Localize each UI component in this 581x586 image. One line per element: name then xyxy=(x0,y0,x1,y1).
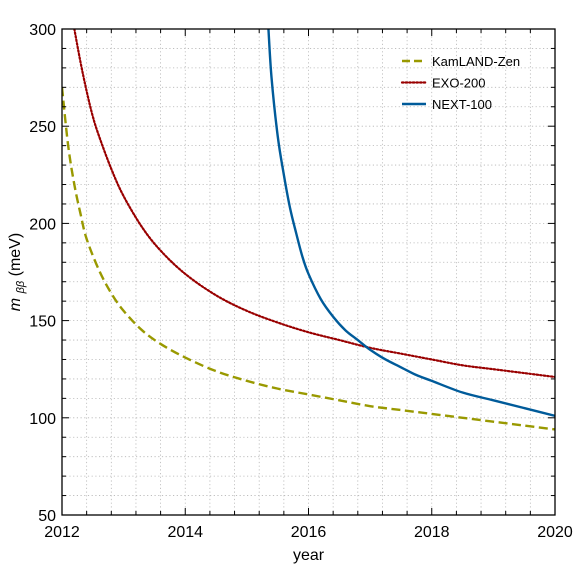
y-tick-label: 300 xyxy=(29,22,56,39)
y-tick-label: 100 xyxy=(29,411,56,428)
series-line-next-100 xyxy=(267,29,555,418)
series-lines xyxy=(62,29,555,431)
grid-lines xyxy=(62,29,555,515)
y-axis-label: m ββ (meV) xyxy=(7,233,28,311)
y-tick-label: 200 xyxy=(29,216,56,233)
series-line-exo-200 xyxy=(73,29,555,379)
legend-label-kamland-zen: KamLAND-Zen xyxy=(432,54,520,69)
x-tick-label: 2018 xyxy=(414,524,450,541)
x-tick-label: 2020 xyxy=(537,524,573,541)
y-tick-label: 150 xyxy=(29,314,56,331)
x-tick-label: 2014 xyxy=(167,524,203,541)
legend-items: KamLAND-Zen EXO-200 NEXT-100 xyxy=(400,54,520,112)
tick-labels: 2012 2014 2016 2018 2020 50 100 150 200 250 300 xyxy=(29,22,573,541)
y-tick-label: 250 xyxy=(29,119,56,136)
x-axis-label: year xyxy=(293,547,325,564)
y-tick-label: 50 xyxy=(38,508,56,525)
legend-label-next-100: NEXT-100 xyxy=(432,97,492,112)
y-axis-label-symbol: m xyxy=(7,298,24,311)
legend: KamLAND-Zen EXO-200 NEXT-100 xyxy=(400,54,520,112)
legend-label-exo-200: EXO-200 xyxy=(432,76,485,91)
y-axis-label-unit: (meV) xyxy=(7,233,24,277)
y-axis-label-subscript: ββ xyxy=(15,280,27,294)
x-tick-label: 2012 xyxy=(44,524,80,541)
x-tick-label: 2016 xyxy=(291,524,327,541)
axis-ticks xyxy=(61,28,556,516)
